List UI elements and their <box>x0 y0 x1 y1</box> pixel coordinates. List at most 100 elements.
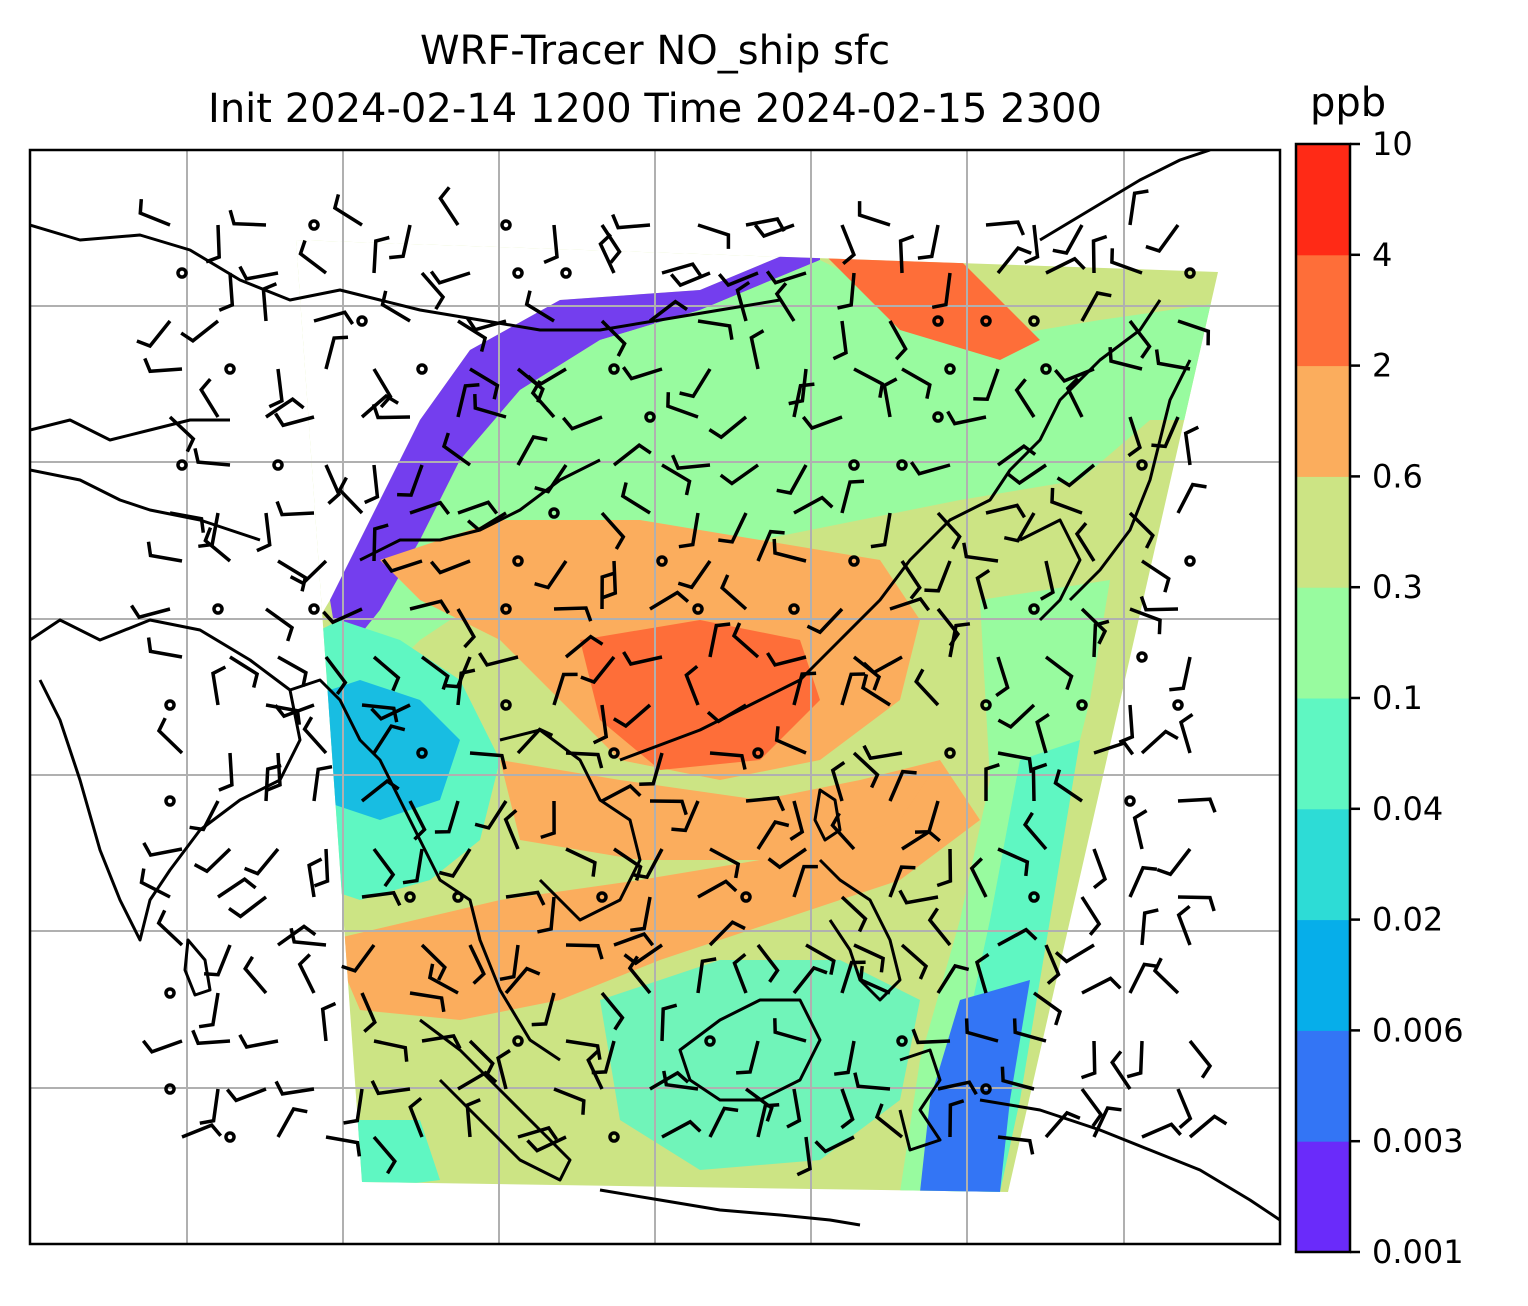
wind-barb <box>788 368 808 406</box>
colorbar-tick-label: 0.3 <box>1372 568 1423 606</box>
wind-barb <box>984 763 1000 801</box>
calm-circle <box>980 315 992 327</box>
calm-circle <box>548 507 560 519</box>
wind-barb <box>600 319 627 357</box>
colorbar-segment <box>1296 144 1350 256</box>
calm-circle <box>224 1131 236 1143</box>
wind-barb <box>276 924 317 947</box>
wind-barb <box>438 848 472 879</box>
wind-barb <box>1128 511 1155 549</box>
wind-barb <box>537 896 556 934</box>
wind-barb <box>1044 944 1061 985</box>
wind-barb <box>298 239 328 275</box>
wind-barb <box>1176 904 1192 946</box>
coast-newguinea <box>979 1098 1280 1222</box>
wind-barb <box>888 769 917 802</box>
wind-barb <box>1080 1087 1104 1128</box>
wind-barb <box>600 991 625 1031</box>
wind-barb <box>1129 607 1162 635</box>
wind-barb <box>429 559 471 575</box>
coast-java <box>599 1188 861 1227</box>
wind-barb <box>373 1039 409 1062</box>
colorbar-tick-label: 10 <box>1372 125 1413 163</box>
wind-barb <box>1092 1106 1122 1138</box>
wind-barb <box>684 664 700 706</box>
wind-barb <box>421 1033 462 1050</box>
wind-barb <box>1145 223 1180 253</box>
wind-barb <box>141 1039 183 1054</box>
wind-barb <box>564 634 604 659</box>
wind-barb <box>361 890 402 907</box>
wind-barb <box>756 1102 780 1138</box>
wind-barb <box>228 895 268 919</box>
wind-barb <box>211 665 227 706</box>
wind-barb <box>504 966 541 995</box>
wind-barb <box>840 895 868 933</box>
wind-barb <box>832 320 848 361</box>
wind-barb <box>840 224 856 266</box>
calm-circle <box>752 747 764 759</box>
wind-barb <box>901 367 932 399</box>
colorbar-segment <box>1296 587 1350 699</box>
wind-barb <box>639 752 664 786</box>
wind-barb <box>888 865 916 898</box>
wind-barb <box>530 380 556 419</box>
wind-barb <box>936 963 970 994</box>
coast-russia-east <box>1039 150 1211 242</box>
wind-barb <box>1128 962 1159 994</box>
wind-barb <box>706 703 747 724</box>
wind-barb <box>199 1088 220 1125</box>
wind-barb <box>792 864 818 898</box>
wind-barb <box>273 703 315 719</box>
wind-barb <box>409 500 451 515</box>
calm-circle <box>704 1035 716 1047</box>
colorbar-tick-label: 0.006 <box>1372 1011 1464 1049</box>
wind-barb <box>370 703 411 721</box>
wind-barb <box>937 1080 978 1096</box>
calm-circle <box>896 459 908 471</box>
wind-barb <box>543 224 559 265</box>
wind-barb <box>473 394 507 419</box>
wind-barb <box>852 655 882 691</box>
colorbar-segment <box>1296 365 1350 477</box>
wind-barb <box>360 778 400 803</box>
wind-barb <box>773 1018 807 1043</box>
calm-circle <box>980 1083 992 1095</box>
wind-barb <box>243 847 280 876</box>
wind-barb <box>289 927 327 947</box>
calm-circle <box>164 1083 176 1095</box>
calm-circle <box>500 603 512 615</box>
coast-border-1 <box>30 418 230 442</box>
wind-barb <box>708 415 748 440</box>
calm-circle <box>1028 603 1040 615</box>
wind-barb <box>765 270 807 285</box>
calm-circle <box>512 267 524 279</box>
wind-barb <box>1052 224 1084 255</box>
wind-barb <box>1140 908 1159 946</box>
wind-barb <box>361 703 399 723</box>
colorbar: 0.001 0.003 0.006 0.02 0.04 0.1 0.3 0.6 2 4 10 <box>1294 125 1464 1271</box>
wind-barb <box>858 965 891 995</box>
wind-barb <box>189 800 220 832</box>
wind-barb <box>1141 1122 1182 1139</box>
wind-barb <box>503 808 520 850</box>
wind-barb <box>936 511 962 550</box>
wind-barb <box>840 479 865 514</box>
wind-barb <box>901 829 941 851</box>
wind-barb <box>1127 416 1142 458</box>
wind-barb <box>229 655 260 689</box>
wind-barb <box>592 704 609 745</box>
wind-barb <box>1169 656 1192 692</box>
wind-barb <box>146 541 183 563</box>
calm-circle <box>788 603 800 615</box>
wind-barb <box>203 944 232 977</box>
wind-barb <box>372 655 401 692</box>
wind-barb <box>669 271 711 288</box>
wind-barb <box>612 703 652 729</box>
wind-barb <box>337 476 364 515</box>
wind-barb <box>217 877 257 899</box>
wind-barb <box>774 282 796 322</box>
wind-barb <box>499 944 520 982</box>
wind-barb <box>341 943 376 973</box>
wind-barb <box>434 800 460 834</box>
